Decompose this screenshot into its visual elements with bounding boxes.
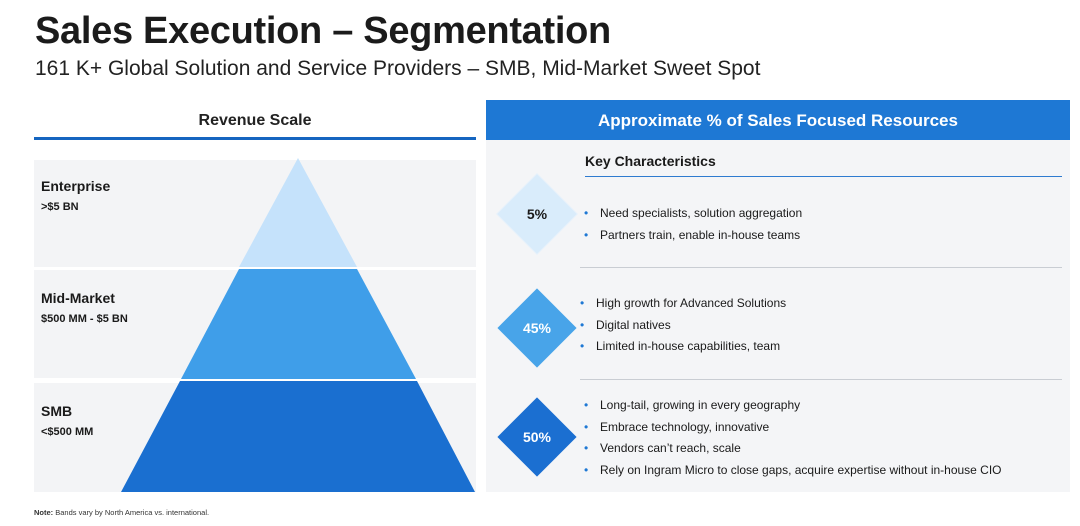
enterprise-characteristics: Need specialists, solution aggregation P… [584,205,802,248]
page-title: Sales Execution – Segmentation [35,10,611,52]
list-item: Partners train, enable in-house teams [584,227,802,249]
list-item: Vendors can’t reach, scale [584,440,1002,462]
smb-percent: 50% [522,429,552,445]
list-item: High growth for Advanced Solutions [580,295,786,317]
pyramid-bottom-smb [121,381,475,492]
mid-market-characteristics: High growth for Advanced Solutions Digit… [580,295,786,360]
list-item: Long-tail, growing in every geography [584,397,1002,419]
key-characteristics-label: Key Characteristics [585,153,716,169]
enterprise-label: Enterprise [41,178,111,194]
smb-characteristics: Long-tail, growing in every geography Em… [584,397,1002,483]
smb-label: SMB [41,403,73,419]
list-item: Embrace technology, innovative [584,419,1002,441]
mid-market-revenue: $500 MM - $5 BN [41,313,128,325]
page-subtitle: 161 K+ Global Solution and Service Provi… [35,57,761,80]
pyramid-top-enterprise [239,158,357,267]
row-divider [580,379,1062,380]
mid-market-label: Mid-Market [41,290,115,306]
list-item: Digital natives [580,317,786,339]
footnote-label: Note: [34,508,54,517]
list-item: Need specialists, solution aggregation [584,205,802,227]
smb-revenue: <$500 MM [41,426,94,438]
revenue-scale-header: Revenue Scale [34,108,476,140]
footnote-text: Bands vary by North America vs. internat… [53,508,210,517]
list-item: Limited in-house capabilities, team [580,338,786,360]
enterprise-revenue: >$5 BN [41,201,79,213]
enterprise-percent: 5% [526,206,548,222]
mid-market-percent: 45% [522,320,552,336]
row-divider [580,267,1062,268]
sales-resources-header: Approximate % of Sales Focused Resources [486,100,1070,140]
key-characteristics-underline [585,176,1062,177]
footnote: Note: Bands vary by North America vs. in… [34,508,209,517]
list-item: Rely on Ingram Micro to close gaps, acqu… [584,462,1002,484]
pyramid-middle-mid-market [181,269,416,379]
